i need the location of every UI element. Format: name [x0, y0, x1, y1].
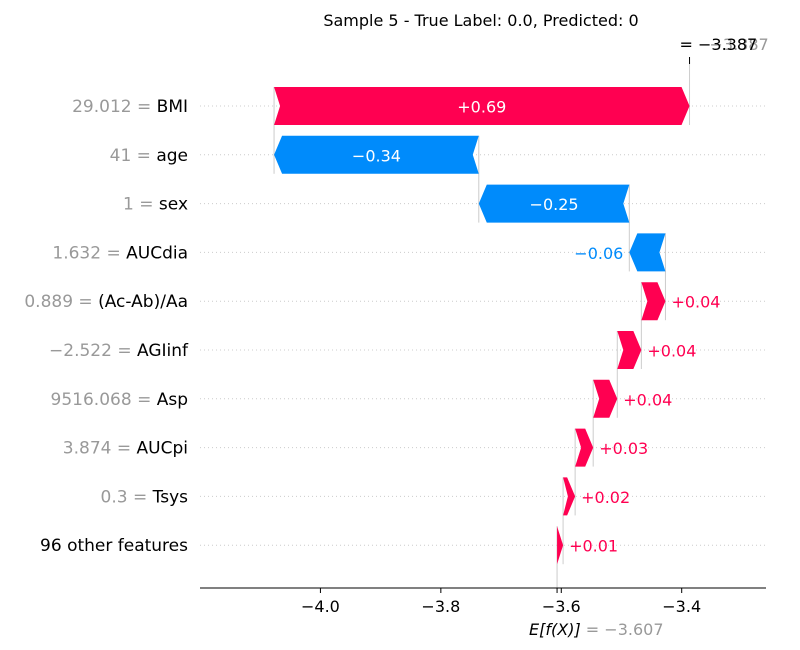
- feature-value: 9516.068 =: [51, 390, 157, 410]
- feature-name: Asp: [157, 390, 188, 410]
- bar-negative: [274, 135, 479, 174]
- bar-value-label: +0.02: [581, 488, 630, 507]
- x-tick-label: −4.0: [301, 597, 340, 616]
- feature-value: 29.012 =: [72, 97, 157, 117]
- bar-value-label: +0.04: [647, 342, 696, 361]
- feature-name: sex: [159, 195, 188, 215]
- base-value-label: E[f(X)] = −3.607: [529, 620, 663, 639]
- bar-value-label: +0.03: [599, 439, 648, 458]
- feature-value: −2.522 =: [49, 341, 137, 361]
- feature-labels: 29.012 = BMI 41 = age 1 = sex 1.632 = AUCdi…: [24, 97, 189, 556]
- x-tick-label: −3.6: [542, 597, 581, 616]
- feature-name: BMI: [157, 97, 188, 117]
- feature-label: −2.522 = AGIinf: [49, 341, 189, 361]
- feature-label: 1.632 = AUCdia: [52, 243, 188, 263]
- bar-value-label: +0.04: [671, 293, 720, 312]
- feature-label: 96 other features: [40, 536, 188, 556]
- bar-negative: [629, 233, 666, 272]
- feature-name: AUCpi: [137, 439, 188, 459]
- feature-label: 1 = sex: [123, 195, 188, 215]
- x-tick-label: −3.8: [421, 597, 460, 616]
- bar-positive: [563, 477, 576, 516]
- feature-value: 0.3 =: [101, 487, 153, 507]
- feature-label: 9516.068 = Asp: [51, 390, 188, 410]
- fx-label: = −3.387: [680, 35, 758, 54]
- feature-value: 1 =: [123, 195, 159, 215]
- bar-positive: [641, 282, 666, 321]
- bar-negative: [478, 184, 630, 223]
- base-label-prefix: E[f(X)]: [529, 620, 581, 639]
- base-label-value: = −3.607: [581, 620, 664, 639]
- x-tick-label: −3.4: [662, 597, 701, 616]
- bar-value-label: −0.25: [530, 195, 579, 214]
- feature-name: AUCdia: [126, 243, 188, 263]
- feature-value: 3.874 =: [63, 439, 137, 459]
- feature-label: 0.3 = Tsys: [101, 487, 189, 507]
- x-axis: −4.0 −3.8 −3.6 −3.4 E[f(X)] = −3.607: [200, 587, 766, 639]
- bar-positive: [575, 428, 594, 467]
- bars-layer: +0.69 −0.34 −0.25 −0.06 +0.04 +0.04 +0.04 +0.03…: [274, 87, 720, 565]
- feature-value: 1.632 =: [52, 243, 126, 263]
- bar-positive: [557, 526, 564, 565]
- bar-value-label: −0.06: [574, 244, 623, 263]
- feature-value: 41 =: [110, 146, 157, 166]
- feature-value: 0.889 =: [24, 292, 98, 312]
- feature-label: 0.889 = (Ac-Ab)/Aa: [24, 292, 188, 312]
- bar-positive: [617, 331, 642, 369]
- feature-name: AGIinf: [137, 341, 189, 361]
- feature-label: 41 = age: [110, 146, 188, 166]
- feature-label: 29.012 = BMI: [72, 97, 188, 117]
- feature-label: 3.874 = AUCpi: [63, 439, 188, 459]
- reference-lines: [273, 57, 691, 588]
- bar-value-label: −0.34: [352, 146, 401, 165]
- feature-name: Tsys: [152, 487, 188, 507]
- feature-name: 96 other features: [40, 536, 188, 556]
- bar-value-label: +0.04: [623, 390, 672, 409]
- bar-value-label: +0.69: [457, 98, 506, 117]
- fx-ghost-label: −3.387: [710, 35, 769, 54]
- bar-positive: [593, 379, 618, 418]
- bar-positive: [274, 87, 690, 125]
- bar-value-label: +0.01: [569, 537, 618, 556]
- feature-name: age: [156, 146, 188, 166]
- feature-name: (Ac-Ab)/Aa: [98, 292, 188, 312]
- chart-title: Sample 5 - True Label: 0.0, Predicted: 0: [323, 11, 638, 30]
